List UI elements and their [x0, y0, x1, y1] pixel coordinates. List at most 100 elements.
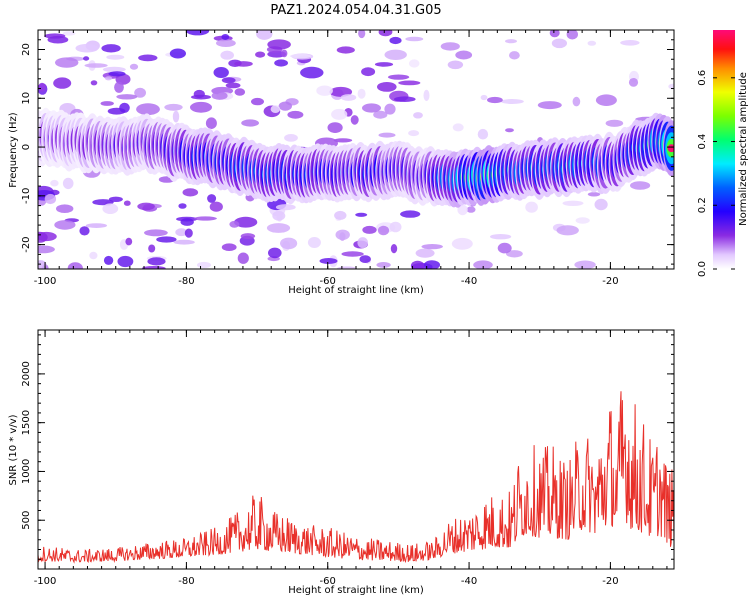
- heatmap-speckle: [376, 262, 391, 268]
- heatmap-speckle: [290, 53, 311, 59]
- heatmap-speckle: [83, 56, 90, 61]
- spectrogram-x-tick-label: -20: [602, 276, 618, 287]
- heatmap-speckle: [384, 103, 396, 115]
- heatmap-speckle: [221, 243, 237, 251]
- heatmap-speckle: [108, 71, 126, 77]
- heatmap-speckle: [405, 36, 424, 42]
- heatmap-speckle: [134, 87, 147, 98]
- heatmap-speckle: [53, 77, 72, 89]
- heatmap-speckle: [413, 112, 423, 119]
- heatmap-speckle: [340, 94, 357, 101]
- heatmap-speckle: [408, 59, 420, 68]
- heatmap-speckle: [421, 244, 443, 250]
- heatmap-speckle: [104, 76, 113, 81]
- colorbar-tick-label: 0.2: [697, 197, 708, 213]
- snr-x-tick-label: -80: [178, 576, 194, 587]
- heatmap-speckle: [184, 228, 193, 238]
- heatmap-speckle: [103, 255, 114, 265]
- heatmap-speckle: [190, 101, 212, 113]
- heatmap-speckle: [341, 251, 364, 257]
- heatmap-speckle: [668, 83, 674, 90]
- heatmap-speckle: [490, 234, 512, 240]
- heatmap-speckle: [575, 217, 590, 224]
- heatmap-speckle: [509, 51, 520, 60]
- heatmap-speckle: [400, 210, 421, 218]
- heatmap-speckle: [62, 177, 74, 190]
- heatmap-speckle: [398, 80, 421, 86]
- heatmap-speckle: [141, 266, 166, 269]
- heatmap-speckle: [191, 94, 211, 100]
- heatmap-speckle: [549, 30, 560, 38]
- heatmap-speckle: [487, 96, 503, 104]
- heatmap-speckle: [361, 67, 376, 77]
- snr-y-ticks: 500 1000 1500 2000: [21, 334, 674, 560]
- heatmap-speckle: [172, 110, 180, 123]
- colorbar-tick-label: 0.6: [697, 70, 708, 86]
- heatmap-ridge-cell: [667, 144, 674, 153]
- heatmap-speckle: [335, 229, 350, 240]
- heatmap-speckle: [38, 245, 55, 254]
- heatmap-speckle: [374, 62, 394, 67]
- heatmap-speckle: [38, 231, 48, 243]
- snr-y-tick-label: 500: [21, 511, 32, 530]
- heatmap-speckle: [377, 225, 390, 236]
- heatmap-speckle: [497, 242, 512, 254]
- heatmap-speckle: [173, 239, 195, 245]
- heatmap-speckle: [205, 117, 217, 129]
- heatmap-speckle: [270, 105, 281, 113]
- heatmap-speckle: [102, 66, 126, 73]
- heatmap-speckle: [630, 181, 651, 190]
- spectrogram-y-tick-label: -10: [21, 188, 32, 204]
- heatmap-speckle: [125, 237, 133, 246]
- heatmap-speckle: [362, 103, 381, 113]
- spectrogram-y-tick-label: 20: [21, 43, 32, 56]
- heatmap-speckle: [50, 179, 59, 187]
- heatmap-speckle: [390, 244, 398, 254]
- heatmap-speckle: [108, 196, 123, 202]
- heatmap-speckle: [256, 30, 273, 40]
- heatmap-speckle: [62, 31, 76, 36]
- heatmap-speckle: [440, 42, 460, 51]
- heatmap-speckle: [388, 74, 410, 80]
- heatmap-speckle: [169, 48, 186, 59]
- snr-series-line: [38, 391, 674, 564]
- heatmap-speckle: [480, 94, 488, 101]
- heatmap-speckle: [423, 89, 430, 102]
- heatmap-speckle: [213, 67, 229, 78]
- heatmap-speckle: [451, 237, 473, 250]
- heatmap-speckle: [85, 223, 107, 229]
- heatmap-speckle: [89, 251, 98, 260]
- heatmap-speckle: [117, 255, 134, 268]
- heatmap-speckle: [182, 188, 199, 197]
- heatmap-speckle: [138, 54, 158, 62]
- heatmap-speckle: [537, 101, 562, 110]
- snr-y-tick-label: 2000: [21, 361, 32, 386]
- heatmap-speckle: [234, 216, 258, 228]
- heatmap-speckle: [556, 225, 579, 236]
- heatmap-speckle: [307, 237, 321, 248]
- heatmap-speckle: [67, 262, 83, 269]
- heatmap-speckle: [240, 233, 256, 240]
- snr-x-label: Height of straight line (km): [288, 585, 424, 596]
- heatmap-speckle: [234, 61, 253, 67]
- heatmap-speckle: [423, 260, 441, 269]
- spectrogram-x-ticks: -100 -80 -60 -40 -20: [34, 30, 668, 287]
- heatmap-speckle: [477, 128, 489, 140]
- heatmap-speckle: [241, 119, 259, 127]
- heatmap-speckle: [156, 236, 177, 243]
- spectrogram-heatmap: [38, 30, 674, 269]
- heatmap-speckle: [447, 60, 464, 70]
- heatmap-speckle: [229, 220, 240, 228]
- heatmap-speckle: [378, 132, 396, 138]
- heatmap-speckle: [147, 257, 166, 266]
- heatmap-speckle: [55, 204, 74, 213]
- heatmap-speckle: [251, 97, 264, 106]
- snr-x-tick-label: -100: [34, 576, 57, 587]
- heatmap-speckle: [378, 30, 393, 37]
- heatmap-speckle: [216, 39, 236, 47]
- heatmap-speckle: [587, 40, 597, 46]
- heatmap-speckle: [193, 216, 217, 221]
- heatmap-speckle: [466, 206, 476, 213]
